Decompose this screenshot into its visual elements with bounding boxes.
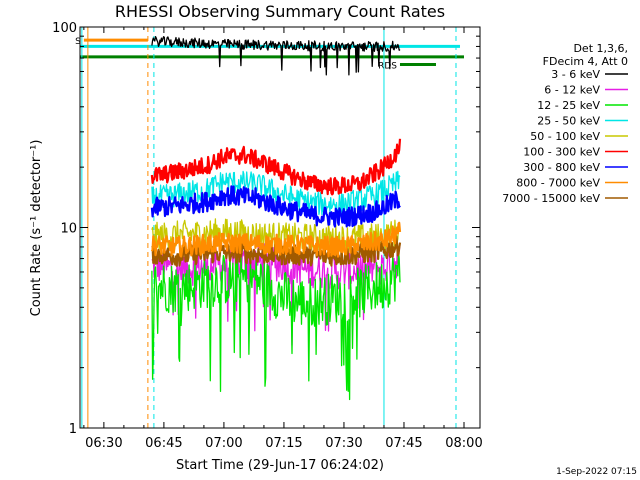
y-axis: 1 10 100 xyxy=(52,21,480,437)
legend-entry-label: 12 - 25 keV xyxy=(537,99,600,112)
plot-area: S RDS xyxy=(75,27,464,428)
x-tick-label: 08:00 xyxy=(445,436,482,451)
legend: Det 1,3,6,FDecim 4, Att 03 - 6 keV 6 - 12… xyxy=(502,42,628,205)
x-tick-label: 07:15 xyxy=(265,436,302,451)
series-line xyxy=(150,185,401,228)
y-tick-label: 100 xyxy=(52,21,77,36)
flag-label: S xyxy=(75,37,81,47)
series-line xyxy=(151,251,401,401)
legend-entry-label: 6 - 12 keV xyxy=(544,84,600,97)
y-tick-label: 10 xyxy=(60,222,77,237)
x-axis: 06:30 06:45 07:00 07:15 07:30 07:45 08:00 xyxy=(83,27,483,451)
plot-frame xyxy=(79,26,481,429)
legend-header-line: Det 1,3,6, xyxy=(573,42,628,55)
footer-timestamp: 1-Sep-2022 07:15 xyxy=(556,467,637,477)
legend-entry-label: 100 - 300 keV xyxy=(523,146,600,159)
legend-entry-label: 7000 - 15000 keV xyxy=(502,192,600,205)
legend-entry-label: 800 - 7000 keV xyxy=(516,177,600,190)
series-line xyxy=(150,221,402,258)
x-tick-label: 06:45 xyxy=(145,436,182,451)
x-tick-label: 06:30 xyxy=(85,436,122,451)
legend-entry-label: 3 - 6 keV xyxy=(551,68,600,81)
plot-border xyxy=(79,26,481,429)
x-tick-label: 07:30 xyxy=(325,436,362,451)
legend-entry-label: 25 - 50 keV xyxy=(537,115,600,128)
y-axis-title: Count Rate (s⁻¹ detector⁻¹) xyxy=(29,140,44,317)
x-tick-label: 07:00 xyxy=(205,436,242,451)
series-line xyxy=(151,35,401,76)
chart-title: RHESSI Observing Summary Count Rates xyxy=(115,2,445,21)
x-axis-title: Start Time (29-Jun-17 06:24:02) xyxy=(176,458,384,473)
x-tick-label: 07:45 xyxy=(385,436,422,451)
legend-entry-label: 50 - 100 keV xyxy=(530,130,600,143)
series-line xyxy=(150,138,402,196)
flag-label: RDS xyxy=(378,62,397,72)
legend-entry-label: 300 - 800 keV xyxy=(523,161,600,174)
y-tick-label: 1 xyxy=(69,422,77,437)
legend-header-line: FDecim 4, Att 0 xyxy=(543,55,628,68)
